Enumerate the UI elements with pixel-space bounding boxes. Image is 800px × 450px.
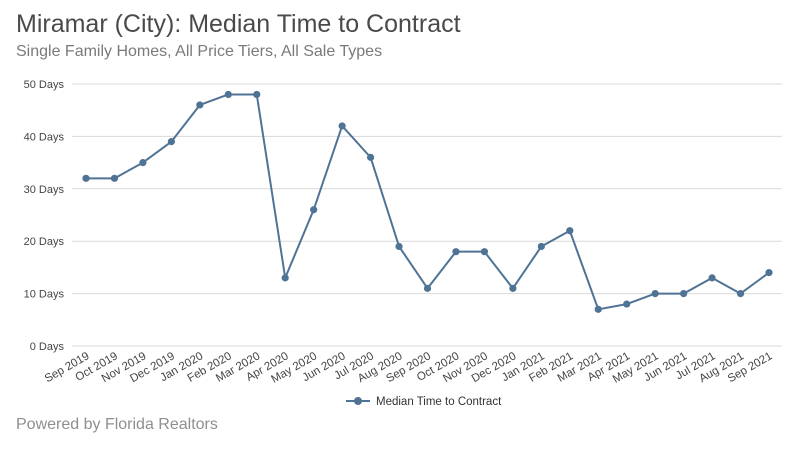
data-point[interactable]: [338, 122, 346, 130]
y-tick-label: 50 Days: [24, 79, 65, 91]
data-point[interactable]: [139, 159, 147, 167]
data-point[interactable]: [366, 153, 375, 161]
legend-marker: [354, 397, 362, 405]
data-point[interactable]: [253, 90, 261, 99]
footer-credit: Powered by Florida Realtors: [16, 416, 218, 433]
data-point[interactable]: [423, 284, 432, 292]
data-point[interactable]: [623, 300, 631, 308]
chart-subtitle: Single Family Homes, All Price Tiers, Al…: [16, 43, 383, 60]
data-point[interactable]: [480, 248, 489, 256]
data-point[interactable]: [708, 274, 716, 282]
y-tick-label: 10 Days: [24, 289, 65, 301]
data-point[interactable]: [736, 290, 745, 298]
data-point[interactable]: [395, 242, 403, 251]
data-point[interactable]: [196, 101, 204, 109]
data-point[interactable]: [310, 206, 318, 214]
data-point[interactable]: [167, 138, 175, 146]
data-point[interactable]: [224, 90, 232, 99]
legend-label: Median Time to Contract: [376, 396, 502, 408]
data-point[interactable]: [281, 274, 289, 282]
y-axis: 0 Days 10 Days 20 Days 30 Days 40 Days 50 Day…: [24, 79, 65, 353]
chart-title: Miramar (City): Median Time to Contract: [16, 10, 461, 38]
series-line: [86, 93, 770, 311]
data-point[interactable]: [566, 227, 574, 235]
y-tick-label: 0 Days: [30, 341, 65, 353]
data-point[interactable]: [82, 174, 90, 182]
data-point[interactable]: [765, 269, 773, 277]
y-tick-label: 30 Days: [24, 184, 65, 196]
series-median-time-to-contract: [82, 90, 773, 313]
grid: [72, 83, 782, 347]
data-point[interactable]: [651, 290, 659, 298]
data-point[interactable]: [509, 284, 517, 292]
data-point[interactable]: [537, 242, 545, 251]
y-tick-label: 40 Days: [24, 131, 65, 143]
legend[interactable]: Median Time to Contract: [346, 396, 502, 408]
data-point[interactable]: [110, 174, 119, 182]
data-point[interactable]: [452, 248, 460, 256]
data-point[interactable]: [680, 290, 688, 298]
data-point[interactable]: [594, 305, 602, 313]
y-tick-label: 20 Days: [24, 236, 65, 248]
